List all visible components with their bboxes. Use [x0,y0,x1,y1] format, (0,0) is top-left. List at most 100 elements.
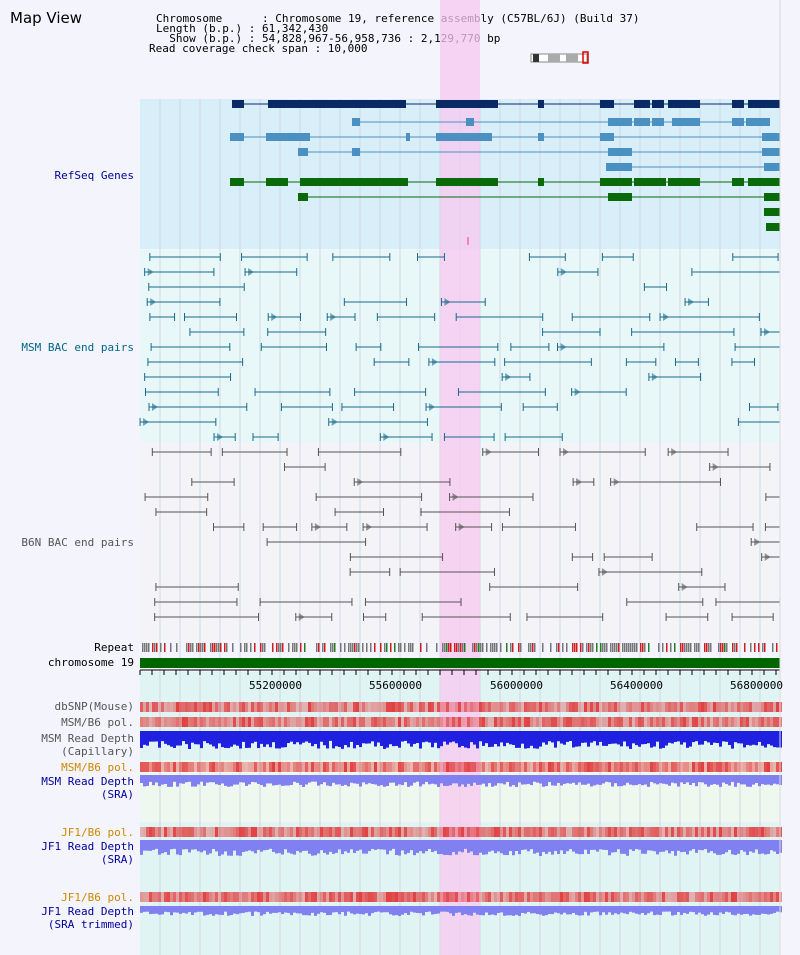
msm-depth-sra-bar[interactable] [716,775,719,785]
jf1-pol2-cell[interactable] [191,892,194,902]
jf1-depth-trim-bar[interactable] [185,906,188,914]
jf1-depth-trim-bar[interactable] [164,906,167,912]
msm-pol-cell[interactable] [245,717,248,727]
dbsnp-cell[interactable] [323,702,326,712]
dbsnp-cell[interactable] [680,702,683,712]
msm-pol2-cell[interactable] [761,762,764,772]
gene-exon[interactable] [436,100,498,108]
msm-depth-cap-bar[interactable] [434,731,437,743]
msm-depth-sra-bar[interactable] [653,775,656,784]
jf1-pol-cell[interactable] [656,827,659,837]
jf1-depth-trim-bar[interactable] [296,906,299,914]
msm-pol-cell[interactable] [437,717,440,727]
jf1-depth-sra-bar[interactable] [587,840,590,854]
repeat-mark[interactable] [704,643,706,652]
msm-depth-cap-bar[interactable] [500,731,503,743]
repeat-mark[interactable] [556,643,558,652]
repeat-mark[interactable] [636,643,638,652]
dbsnp-cell[interactable] [332,702,335,712]
msm-depth-sra-bar[interactable] [218,775,221,785]
jf1-depth-sra-bar[interactable] [641,840,644,854]
msm-pol2-cell[interactable] [575,762,578,772]
repeat-mark[interactable] [408,643,410,652]
dbsnp-cell[interactable] [659,702,662,712]
msm-depth-cap-bar[interactable] [731,731,734,749]
jf1-pol2-cell[interactable] [602,892,605,902]
msm-pol2-cell[interactable] [410,762,413,772]
jf1-pol2-cell[interactable] [194,892,197,902]
msm-pol-cell[interactable] [221,717,224,727]
jf1-depth-sra-bar[interactable] [728,840,731,850]
repeat-mark[interactable] [386,643,388,652]
jf1-pol-cell[interactable] [653,827,656,837]
msm-depth-cap-bar[interactable] [521,731,524,744]
dbsnp-cell[interactable] [749,702,752,712]
msm-pol2-cell[interactable] [608,762,611,772]
dbsnp-cell[interactable] [572,702,575,712]
repeat-mark[interactable] [642,643,644,652]
jf1-pol2-cell[interactable] [275,892,278,902]
jf1-pol-cell[interactable] [443,827,446,837]
jf1-pol2-cell[interactable] [404,892,407,902]
jf1-pol2-cell[interactable] [227,892,230,902]
msm-depth-cap-bar[interactable] [530,731,533,746]
dbsnp-cell[interactable] [245,702,248,712]
msm-pol2-cell[interactable] [587,762,590,772]
gene-exon[interactable] [266,178,288,186]
jf1-pol-cell[interactable] [449,827,452,837]
msm-pol2-cell[interactable] [545,762,548,772]
jf1-depth-trim-bar[interactable] [413,906,416,913]
jf1-depth-trim-bar[interactable] [632,906,635,913]
msm-pol2-cell[interactable] [245,762,248,772]
msm-depth-sra-bar[interactable] [617,775,620,787]
jf1-pol-cell[interactable] [221,827,224,837]
msm-pol2-cell[interactable] [455,762,458,772]
jf1-depth-trim-bar[interactable] [473,906,476,913]
jf1-pol2-cell[interactable] [182,892,185,902]
msm-depth-cap-bar[interactable] [638,731,641,747]
jf1-pol2-cell[interactable] [365,892,368,902]
jf1-depth-sra-bar[interactable] [704,840,707,850]
jf1-pol-cell[interactable] [401,827,404,837]
jf1-pol-cell[interactable] [437,827,440,837]
dbsnp-cell[interactable] [209,702,212,712]
jf1-pol-cell[interactable] [629,827,632,837]
jf1-pol-cell[interactable] [386,827,389,837]
jf1-depth-trim-bar[interactable] [230,906,233,916]
msm-pol-cell[interactable] [272,717,275,727]
msm-depth-sra-bar[interactable] [488,775,491,784]
jf1-pol-cell[interactable] [353,827,356,837]
gene-exon[interactable] [406,133,410,141]
jf1-depth-trim-bar[interactable] [527,906,530,912]
jf1-pol-cell[interactable] [596,827,599,837]
jf1-pol-cell[interactable] [644,827,647,837]
gene-exon[interactable] [436,133,492,141]
msm-depth-sra-bar[interactable] [371,775,374,784]
gene-exon[interactable] [668,100,700,108]
jf1-pol-cell[interactable] [455,827,458,837]
msm-pol2-cell[interactable] [428,762,431,772]
msm-pol-cell[interactable] [716,717,719,727]
jf1-pol2-cell[interactable] [578,892,581,902]
msm-pol-cell[interactable] [563,717,566,727]
dbsnp-cell[interactable] [389,702,392,712]
msm-depth-cap-bar[interactable] [533,731,536,749]
jf1-depth-sra-bar[interactable] [437,840,440,855]
repeat-mark[interactable] [520,643,522,652]
jf1-depth-sra-bar[interactable] [731,840,734,855]
jf1-depth-sra-bar[interactable] [737,840,740,854]
jf1-pol-cell[interactable] [170,827,173,837]
msm-depth-cap-bar[interactable] [623,731,626,742]
msm-pol2-cell[interactable] [311,762,314,772]
msm-pol2-cell[interactable] [566,762,569,772]
dbsnp-cell[interactable] [146,702,149,712]
jf1-depth-trim-bar[interactable] [452,906,455,916]
jf1-depth-sra-bar[interactable] [611,840,614,853]
jf1-depth-sra-bar[interactable] [170,840,173,850]
jf1-depth-trim-bar[interactable] [605,906,608,915]
jf1-depth-sra-bar[interactable] [269,840,272,849]
jf1-pol-cell[interactable] [260,827,263,837]
dbsnp-cell[interactable] [530,702,533,712]
msm-pol-cell[interactable] [347,717,350,727]
dbsnp-cell[interactable] [416,702,419,712]
